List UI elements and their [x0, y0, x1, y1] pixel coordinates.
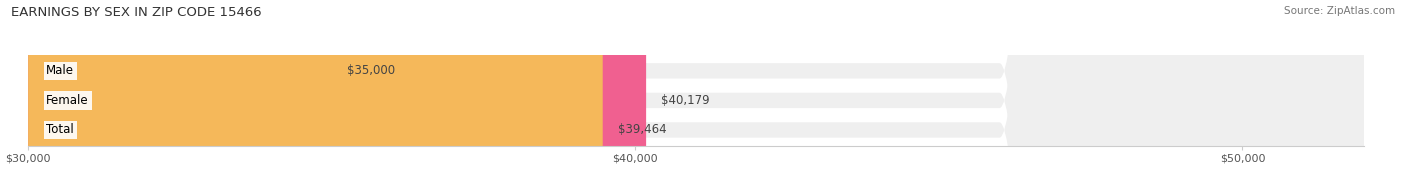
Text: $39,464: $39,464 — [617, 123, 666, 136]
FancyBboxPatch shape — [28, 0, 1364, 195]
Text: $35,000: $35,000 — [347, 64, 395, 77]
FancyBboxPatch shape — [0, 0, 392, 195]
Text: Source: ZipAtlas.com: Source: ZipAtlas.com — [1284, 6, 1395, 16]
Text: Female: Female — [46, 94, 89, 107]
Text: Male: Male — [46, 64, 75, 77]
Text: Total: Total — [46, 123, 75, 136]
FancyBboxPatch shape — [28, 0, 1364, 195]
Text: $40,179: $40,179 — [661, 94, 710, 107]
FancyBboxPatch shape — [28, 0, 647, 195]
FancyBboxPatch shape — [28, 0, 603, 195]
Text: EARNINGS BY SEX IN ZIP CODE 15466: EARNINGS BY SEX IN ZIP CODE 15466 — [11, 6, 262, 19]
FancyBboxPatch shape — [28, 0, 1364, 195]
